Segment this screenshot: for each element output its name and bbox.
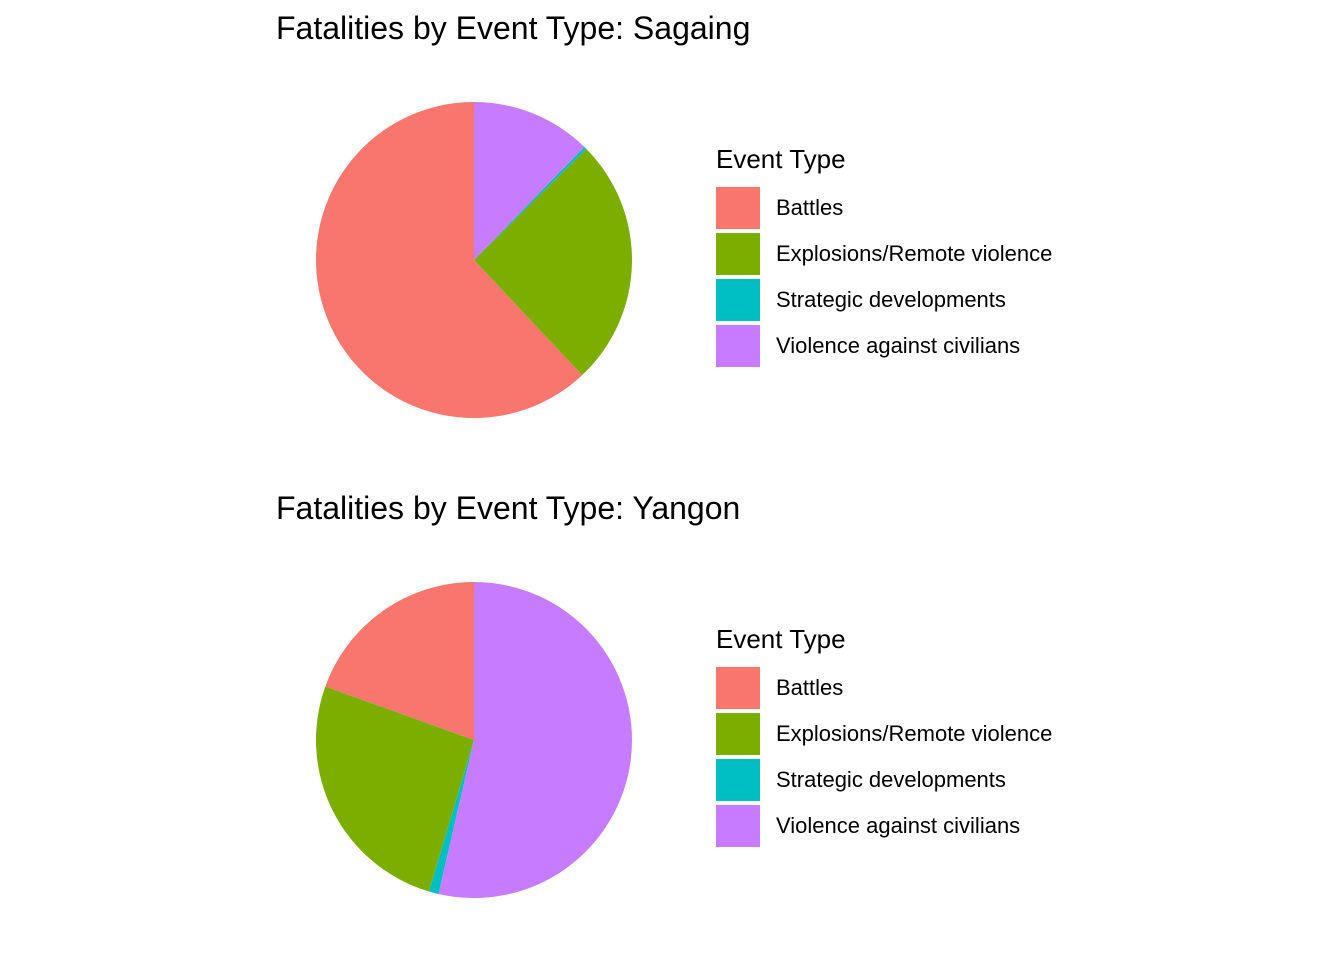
legend-swatch <box>716 805 760 847</box>
legend-label: Battles <box>776 195 844 220</box>
legend-swatch <box>716 233 760 275</box>
legend-swatch <box>716 187 760 229</box>
legend-item-battles: Battles <box>716 665 1052 711</box>
legend-item-battles: Battles <box>716 185 1052 231</box>
legend: Event Type Battles Explosions/Remote viol… <box>716 624 1052 849</box>
legend-label: Strategic developments <box>776 767 1006 792</box>
legend-label: Strategic developments <box>776 287 1006 312</box>
pie-slice-battles <box>325 582 474 740</box>
chart-title: Fatalities by Event Type: Sagaing <box>276 10 751 46</box>
legend-label: Violence against civilians <box>776 333 1021 358</box>
legend-swatch <box>716 759 760 801</box>
legend-swatch <box>716 713 760 755</box>
chart-panel-yangon: Fatalities by Event Type: Yangon Event T… <box>0 480 1344 960</box>
legend-item-explosions-remote-violence: Explosions/Remote violence <box>716 231 1052 277</box>
chart-title: Fatalities by Event Type: Yangon <box>276 490 741 526</box>
legend-swatch <box>716 325 760 367</box>
pie-slice-violence-against-civilians <box>474 102 585 260</box>
legend-swatch <box>716 667 760 709</box>
legend-label: Explosions/Remote violence <box>776 721 1053 746</box>
legend-item-violence-against-civilians: Violence against civilians <box>716 803 1052 849</box>
legend-item-explosions-remote-violence: Explosions/Remote violence <box>716 711 1052 757</box>
legend-label: Battles <box>776 675 844 700</box>
legend-item-violence-against-civilians: Violence against civilians <box>716 323 1052 369</box>
legend-swatch <box>716 279 760 321</box>
legend-label: Violence against civilians <box>776 813 1021 838</box>
pie-slice-explosions-remote-violence <box>474 148 633 376</box>
pie-slice-strategic-developments <box>428 740 474 894</box>
legend-items: Battles Explosions/Remote violence Strateg… <box>716 665 1052 849</box>
pie-slice-strategic-developments <box>474 146 587 260</box>
legend-item-strategic-developments: Strategic developments <box>716 757 1052 803</box>
legend-title: Event Type <box>716 624 846 654</box>
pie-slice-explosions-remote-violence <box>315 686 474 892</box>
pie-slice-violence-against-civilians <box>438 582 632 898</box>
pie-slice-battles <box>316 102 583 418</box>
legend: Event Type Battles Explosions/Remote viol… <box>716 144 1052 369</box>
chart-panel-sagaing: Fatalities by Event Type: Sagaing Event … <box>276 10 1052 418</box>
pie-chart-sagaing <box>316 102 633 418</box>
pie-chart-yangon <box>315 582 632 898</box>
legend-label: Explosions/Remote violence <box>776 241 1053 266</box>
legend-title: Event Type <box>716 144 846 174</box>
legend-items: Battles Explosions/Remote violence Strateg… <box>716 185 1052 369</box>
legend-item-strategic-developments: Strategic developments <box>716 277 1052 323</box>
